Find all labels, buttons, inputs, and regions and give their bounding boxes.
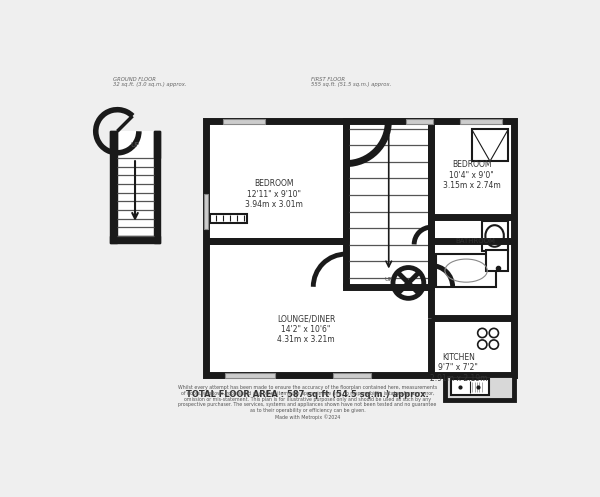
Bar <box>154 131 160 243</box>
Bar <box>333 373 371 378</box>
Bar <box>482 221 508 250</box>
Text: BEDROOM
12'11" x 9'10"
3.94m x 3.01m: BEDROOM 12'11" x 9'10" 3.94m x 3.01m <box>245 179 302 209</box>
Text: GROUND FLOOR
32 sq.ft. (3.0 sq.m.) approx.: GROUND FLOOR 32 sq.ft. (3.0 sq.m.) appro… <box>113 77 186 87</box>
Bar <box>445 375 514 400</box>
Bar <box>110 236 160 243</box>
Text: LOUNGE/DINER
14'2" x 10'6"
4.31m x 3.21m: LOUNGE/DINER 14'2" x 10'6" 4.31m x 3.21m <box>277 314 335 344</box>
Text: KITCHEN
9'7" x 7'2"
2.91m x 2.19m: KITCHEN 9'7" x 7'2" 2.91m x 2.19m <box>430 353 487 383</box>
Text: BEDROOM
10'4" x 9'0"
3.15m x 2.74m: BEDROOM 10'4" x 9'0" 3.15m x 2.74m <box>443 160 500 190</box>
Bar <box>436 254 496 287</box>
Bar <box>154 131 160 158</box>
Bar <box>118 131 154 236</box>
Bar <box>486 250 508 271</box>
Text: Whilst every attempt has been made to ensure the accuracy of the floorplan conta: Whilst every attempt has been made to en… <box>178 385 437 419</box>
Bar <box>223 119 265 124</box>
Bar <box>346 121 431 287</box>
Bar <box>225 373 275 378</box>
Bar <box>451 379 489 395</box>
Text: UP: UP <box>130 142 140 148</box>
Bar <box>206 121 514 375</box>
Text: BATHROOM: BATHROOM <box>455 238 496 244</box>
Text: TOTAL FLOOR AREA : 587 sq.ft (54.5 sq.m.) approx.: TOTAL FLOOR AREA : 587 sq.ft (54.5 sq.m.… <box>186 390 429 399</box>
Bar <box>472 129 508 162</box>
Bar <box>203 194 208 229</box>
Bar <box>460 119 502 124</box>
Bar <box>110 131 118 151</box>
Text: UP: UP <box>385 277 393 282</box>
Bar <box>210 214 247 223</box>
Bar <box>110 131 118 243</box>
Bar <box>406 119 433 124</box>
Text: FIRST FLOOR
555 sq.ft. (51.5 sq.m.) approx.: FIRST FLOOR 555 sq.ft. (51.5 sq.m.) appr… <box>311 77 392 87</box>
